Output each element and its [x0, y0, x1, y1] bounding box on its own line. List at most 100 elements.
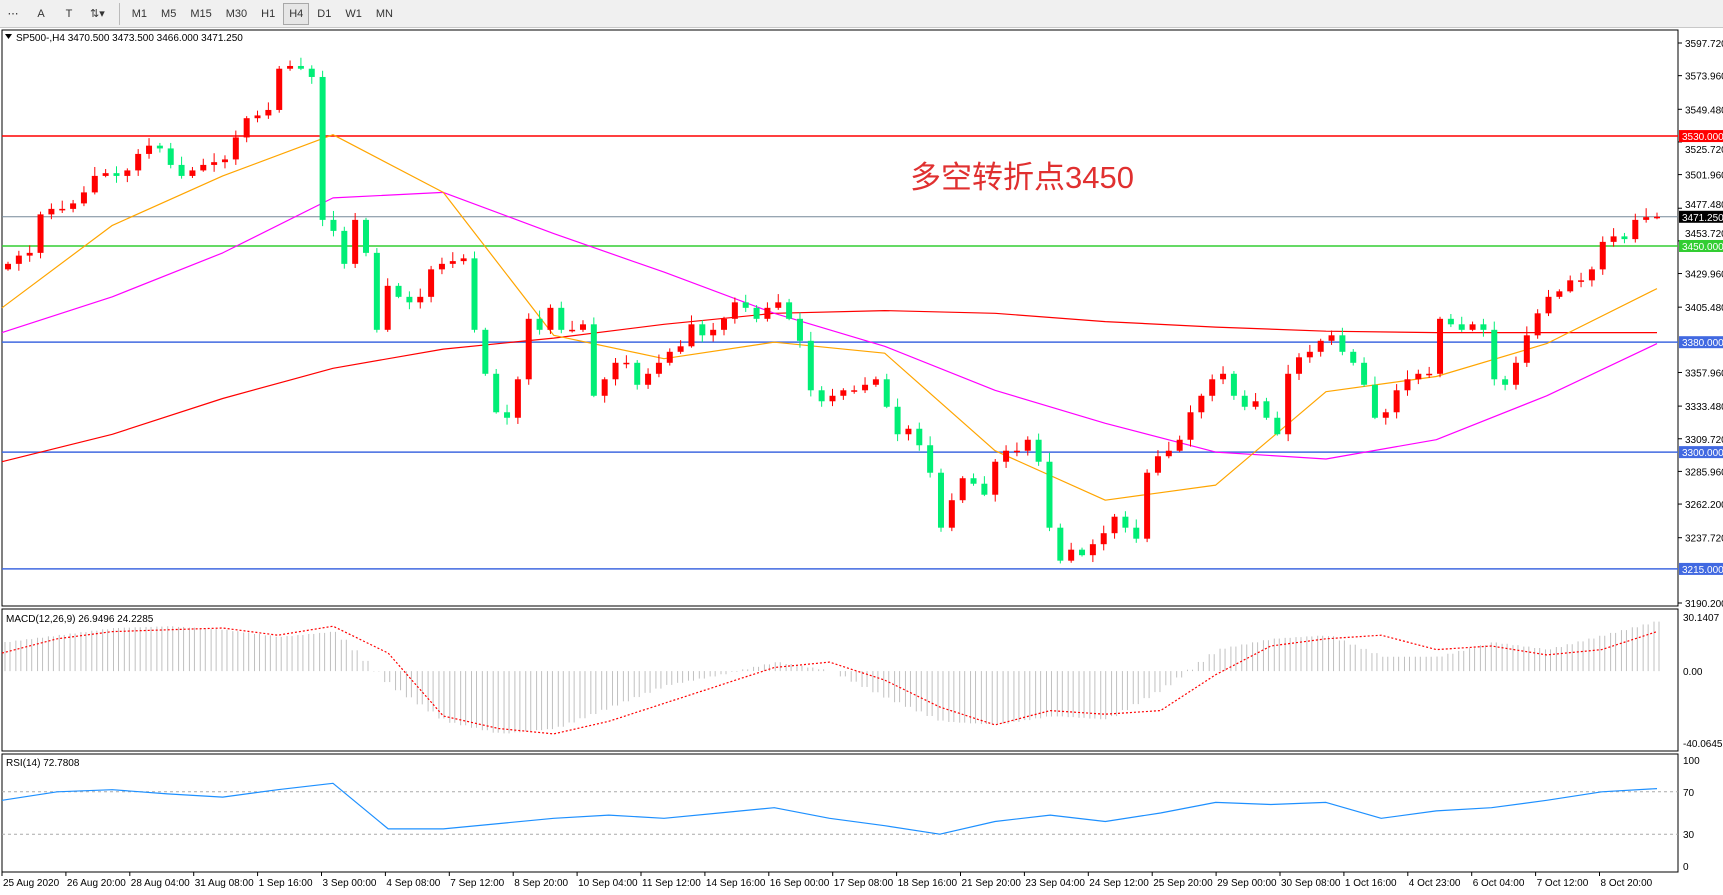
candle-body	[569, 329, 576, 332]
candle	[102, 169, 109, 178]
candle	[1057, 523, 1064, 564]
candle	[26, 245, 33, 262]
date-tick-label: 10 Sep 04:00	[578, 878, 638, 889]
candle-body	[1024, 439, 1031, 451]
candle-body	[1610, 236, 1617, 242]
candle	[504, 404, 511, 425]
candle-body	[1122, 516, 1129, 528]
grid-icon[interactable]: ⋯	[7, 8, 19, 20]
candle	[167, 142, 174, 169]
candle-body	[579, 324, 586, 330]
text-label-icon[interactable]: T	[65, 7, 73, 20]
candle-body	[1491, 329, 1498, 380]
candle	[1328, 330, 1335, 345]
candle-body	[688, 324, 695, 347]
timeframe-M1[interactable]: M1	[131, 7, 148, 20]
candle-body	[1458, 324, 1465, 330]
price-tick-label: 3237.720	[1685, 534, 1723, 545]
candle-body	[1469, 324, 1476, 330]
candle	[493, 368, 500, 414]
candle	[200, 158, 207, 172]
candle	[15, 250, 22, 271]
candle	[731, 297, 738, 324]
candle	[80, 186, 87, 207]
candle-body	[384, 285, 391, 330]
text-A-icon[interactable]: A	[37, 7, 45, 20]
candle-body	[319, 76, 326, 220]
candle-body	[167, 148, 174, 165]
candle	[1545, 289, 1552, 317]
candle-body	[1220, 373, 1227, 380]
candle-body	[504, 412, 511, 418]
arrows-icon[interactable]: ⇅▾	[90, 8, 105, 20]
level-price-tag	[1679, 239, 1723, 252]
candle-body	[1295, 357, 1302, 374]
candle-body	[1339, 335, 1346, 352]
candle	[1079, 547, 1086, 557]
chart-area[interactable]: SP500-,H4 3470.500 3473.500 3466.000 347…	[0, 28, 1723, 895]
candle-body	[460, 258, 467, 262]
date-tick-label: 18 Sep 16:00	[898, 878, 958, 889]
candle-body	[1588, 269, 1595, 281]
price-tick-label: 3549.480	[1685, 105, 1723, 116]
candle-body	[1350, 351, 1357, 363]
candle-body	[1187, 412, 1194, 440]
candle	[243, 116, 250, 143]
candle-body	[1176, 439, 1183, 451]
timeframe-M15[interactable]: M15	[190, 7, 212, 20]
candle	[124, 168, 131, 183]
candle-body	[1317, 340, 1324, 352]
candle	[1274, 411, 1281, 436]
timeframe-D1[interactable]: D1	[317, 7, 332, 20]
timeframe-W1[interactable]: W1	[345, 7, 362, 20]
candle	[276, 65, 283, 113]
candle	[1252, 393, 1259, 410]
level-price-label: 3300.000	[1682, 448, 1723, 459]
toolbar-separator	[118, 2, 120, 25]
candle-body	[352, 219, 359, 264]
candle-body	[786, 302, 793, 319]
candle-body	[525, 318, 532, 380]
candle-body	[156, 145, 163, 149]
ma-mid-line	[1, 191, 1658, 460]
candle	[113, 166, 120, 183]
candle	[894, 398, 901, 442]
candle	[460, 254, 467, 265]
candle	[536, 310, 543, 335]
timeframe-MN[interactable]: MN	[375, 7, 393, 20]
price-tick-label: 3333.480	[1685, 402, 1723, 413]
date-tick-label: 23 Sep 04:00	[1025, 878, 1085, 889]
candle	[308, 65, 315, 84]
candle	[156, 142, 163, 153]
timeframe-H4[interactable]: H4	[283, 2, 310, 25]
timeframe-H1[interactable]: H1	[261, 7, 276, 20]
candle-body	[1079, 549, 1086, 556]
candle-body	[1057, 527, 1064, 561]
candle	[590, 317, 597, 398]
candle-body	[731, 302, 738, 319]
candle-body	[80, 192, 87, 204]
candle	[796, 312, 803, 348]
price-tick-label: 3309.720	[1685, 435, 1723, 446]
price-tick-label: 3429.960	[1685, 270, 1723, 281]
candle-body	[1274, 417, 1281, 435]
candle-body	[482, 329, 489, 374]
candle-body	[655, 362, 662, 374]
candle-body	[276, 68, 283, 110]
macd-histogram	[4, 621, 1660, 734]
candle	[265, 102, 272, 119]
candle	[1111, 513, 1118, 539]
candle	[677, 340, 684, 354]
candle	[883, 373, 890, 409]
symbol-info: SP500-,H4 3470.500 3473.500 3466.000 347…	[16, 33, 243, 44]
timeframe-M30[interactable]: M30	[225, 7, 248, 20]
candle-body	[1209, 379, 1216, 396]
candle-body	[417, 296, 424, 303]
candle-body	[862, 384, 869, 391]
candle-body	[753, 307, 760, 319]
candle	[612, 357, 619, 386]
timeframe-M5[interactable]: M5	[161, 7, 177, 20]
candle-body	[1371, 384, 1378, 418]
candle	[1187, 405, 1194, 447]
rsi-axis-label: 0	[1683, 862, 1689, 873]
